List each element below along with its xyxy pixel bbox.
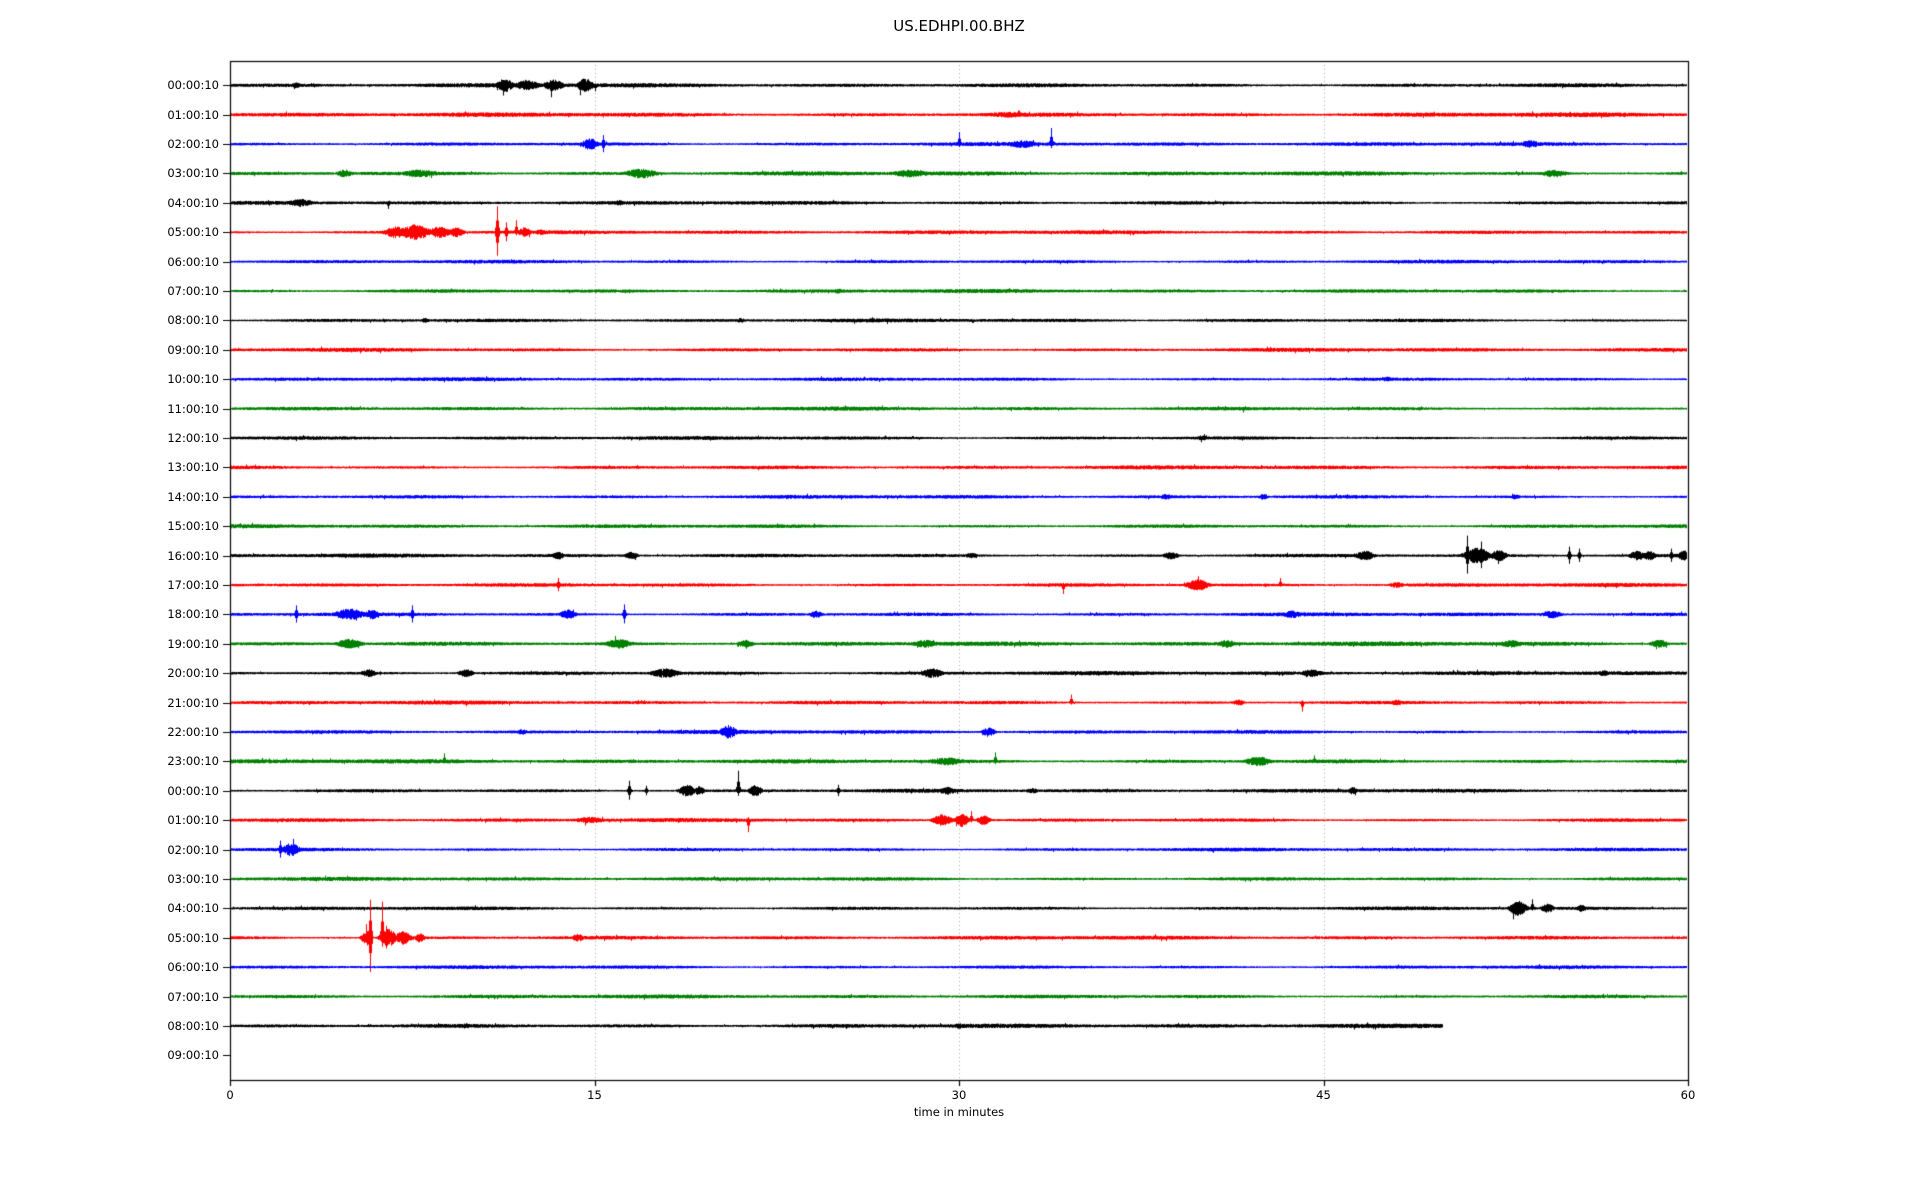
row-time-label: 13:00:10	[167, 460, 219, 475]
row-time-label: 05:00:10	[167, 225, 219, 240]
row-time-label: 02:00:10	[167, 842, 219, 857]
row-time-label: 07:00:10	[167, 989, 219, 1004]
row-time-label: 19:00:10	[167, 636, 219, 651]
row-time-label: 09:00:10	[167, 1048, 219, 1063]
row-time-label: 20:00:10	[167, 666, 219, 681]
row-time-label: 11:00:10	[167, 401, 219, 416]
row-time-label: 22:00:10	[167, 724, 219, 739]
row-time-label: 06:00:10	[167, 254, 219, 269]
row-time-label: 03:00:10	[167, 166, 219, 181]
row-time-label: 17:00:10	[167, 577, 219, 592]
chart-title: US.EDHPI.00.BHZ	[893, 17, 1025, 35]
row-time-label: 08:00:10	[167, 1018, 219, 1033]
x-axis-label: time in minutes	[913, 1105, 1005, 1119]
row-time-label: 21:00:10	[167, 695, 219, 710]
row-time-label: 12:00:10	[167, 431, 219, 446]
row-time-label: 10:00:10	[167, 372, 219, 387]
row-time-label: 15:00:10	[167, 519, 219, 534]
row-time-label: 04:00:10	[167, 195, 219, 210]
row-time-label: 07:00:10	[167, 284, 219, 299]
row-time-label: 08:00:10	[167, 313, 219, 328]
row-time-label: 00:00:10	[167, 783, 219, 798]
x-tick-label: 45	[1316, 1088, 1331, 1102]
row-time-label: 06:00:10	[167, 960, 219, 975]
x-tick-label: 0	[226, 1088, 234, 1102]
row-time-label: 01:00:10	[167, 813, 219, 828]
x-tick-label: 30	[951, 1088, 967, 1102]
row-time-label: 02:00:10	[167, 137, 219, 152]
row-time-label: 14:00:10	[167, 489, 219, 504]
row-time-label: 01:00:10	[167, 107, 219, 122]
row-time-label: 16:00:10	[167, 548, 219, 563]
x-tick-label: 15	[587, 1088, 602, 1102]
row-time-label: 04:00:10	[167, 901, 219, 916]
row-time-label: 00:00:10	[167, 78, 219, 93]
row-time-label: 18:00:10	[167, 607, 219, 622]
row-time-label: 09:00:10	[167, 342, 219, 357]
row-time-label: 23:00:10	[167, 754, 219, 769]
x-tick-label: 60	[1680, 1088, 1696, 1102]
row-time-label: 05:00:10	[167, 930, 219, 945]
row-time-label: 03:00:10	[167, 871, 219, 886]
